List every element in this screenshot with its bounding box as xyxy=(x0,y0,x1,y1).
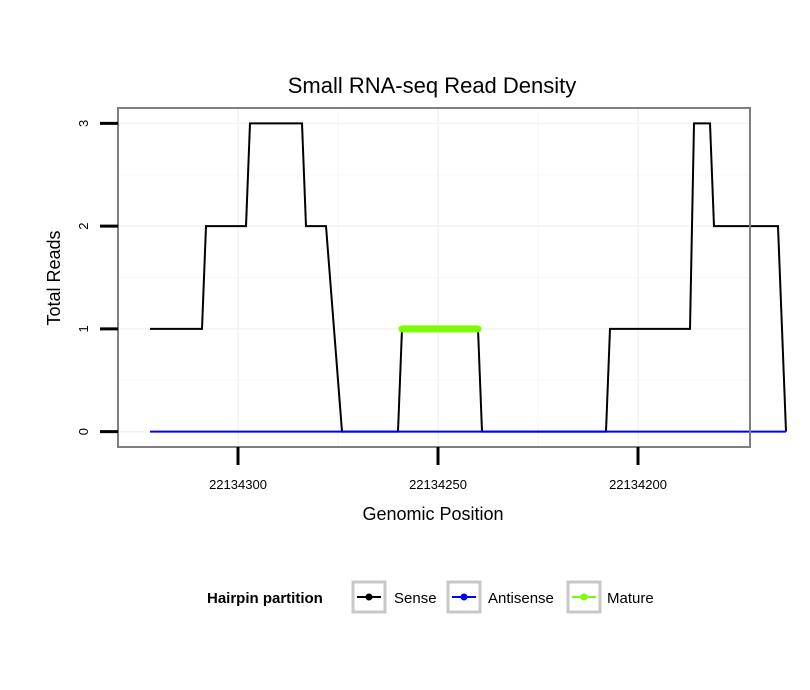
legend-label: Mature xyxy=(607,590,654,607)
y-tick-label: 2 xyxy=(76,223,91,230)
y-tick-label: 0 xyxy=(76,428,91,435)
chart-title: Small RNA-seq Read Density xyxy=(288,73,577,98)
legend-label: Antisense xyxy=(488,590,554,607)
y-tick-label: 1 xyxy=(76,325,91,332)
x-axis-title: Genomic Position xyxy=(362,504,503,524)
grid-layer xyxy=(118,108,750,447)
y-tick-label: 3 xyxy=(76,120,91,127)
legend-key-dot xyxy=(580,593,588,601)
plot-panel-border xyxy=(117,107,751,448)
x-tick-label: 22134200 xyxy=(609,477,667,492)
series-layer xyxy=(150,122,787,433)
legend-key-dot xyxy=(365,593,373,601)
legend-label: Sense xyxy=(394,590,437,607)
x-tick-label: 22134250 xyxy=(409,477,467,492)
legend-key-dot xyxy=(460,593,468,601)
y-axis-title: Total Reads xyxy=(44,230,64,325)
legend: Hairpin partition Sense Antisense Mature xyxy=(207,580,654,614)
legend-title: Hairpin partition xyxy=(207,590,323,607)
x-tick-label: 22134300 xyxy=(209,477,267,492)
axis-layer: 0 1 2 3 22134300 22134250 22134200 xyxy=(76,120,667,492)
